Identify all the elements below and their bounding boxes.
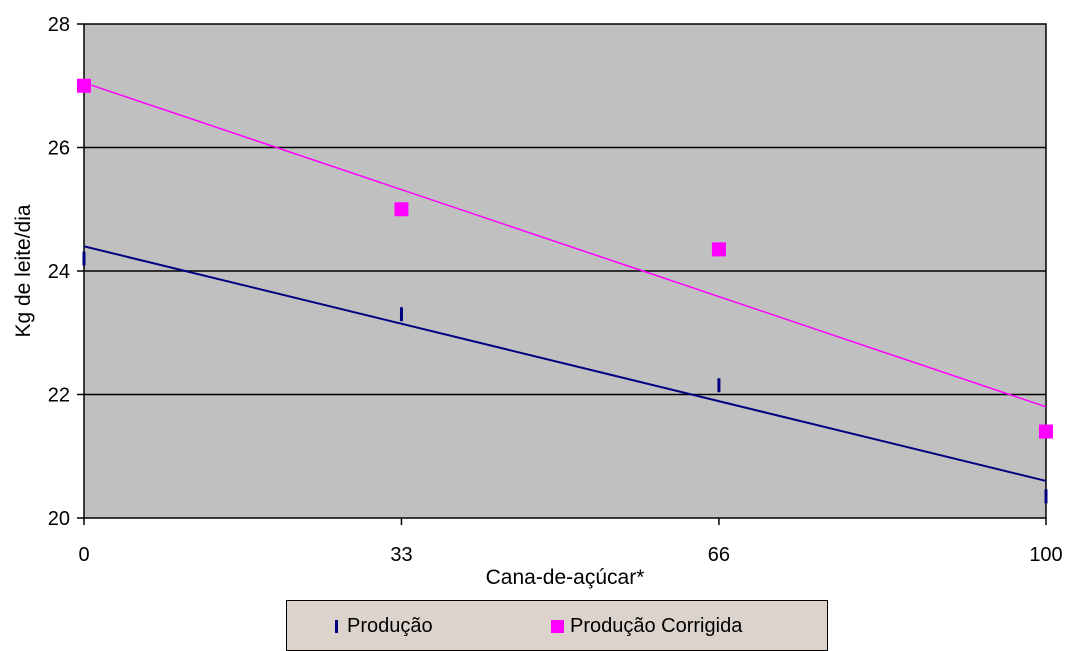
- y-tick-label: 24: [48, 261, 70, 283]
- data-point-square: [711, 242, 726, 257]
- data-points: [77, 78, 1053, 504]
- trendline-1: [83, 81, 1047, 408]
- x-tick-label: 66: [708, 544, 730, 566]
- legend: Produção Produção Corrigida: [286, 600, 828, 651]
- square-marker-icon: [551, 620, 564, 633]
- y-tick-label: 28: [48, 14, 70, 36]
- y-tick-label: 22: [48, 385, 70, 407]
- data-point-dash: [1044, 489, 1048, 504]
- grid-lines: [84, 146, 1046, 396]
- data-point-square: [394, 202, 409, 217]
- legend-item-producao: Produção: [335, 615, 433, 638]
- x-tick-label: 0: [78, 544, 89, 566]
- x-tick-label: 33: [390, 544, 412, 566]
- dash-marker-icon: [335, 620, 338, 633]
- legend-item-producao-corrigida: Produção Corrigida: [551, 615, 742, 638]
- x-axis: 0 33 66 100: [78, 518, 1063, 566]
- x-tick-label: 100: [1029, 544, 1062, 566]
- legend-label-producao: Produção: [347, 615, 433, 637]
- y-axis-title: Kg de leite/dia: [12, 204, 35, 337]
- trendline-0: [83, 245, 1047, 482]
- chart: 20 22 24 26 28 0 33 66 100 Cana-de-açúcar* Kg d…: [12, 14, 1063, 589]
- x-axis-title: Cana-de-açúcar*: [486, 566, 645, 589]
- data-point-dash: [399, 307, 403, 322]
- data-point-dash: [82, 251, 86, 266]
- data-point-dash: [717, 378, 721, 393]
- y-tick-label: 20: [48, 508, 70, 530]
- data-point-square: [1039, 424, 1053, 439]
- data-point-square: [77, 78, 91, 93]
- legend-label-producao-corrigida: Produção Corrigida: [570, 615, 743, 637]
- y-axis: 20 22 24 26 28: [48, 14, 84, 530]
- trendlines: [83, 81, 1047, 482]
- y-tick-label: 26: [48, 138, 70, 160]
